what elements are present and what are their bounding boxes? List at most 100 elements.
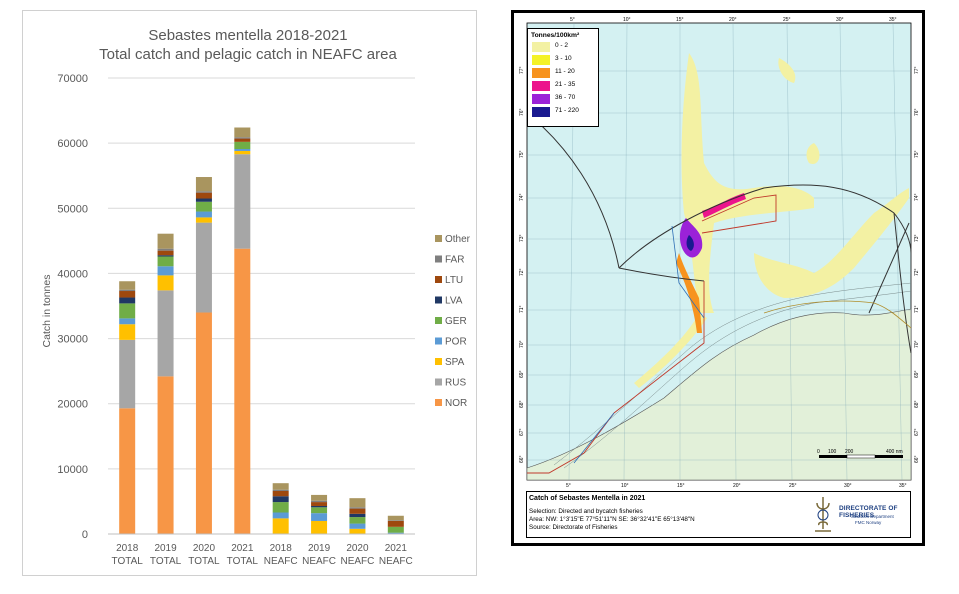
bar-segment-lva bbox=[157, 255, 174, 257]
bar-segment-lva bbox=[272, 496, 289, 503]
map-footer-title: Catch of Sebastes Mentella in 2021 bbox=[529, 495, 646, 502]
lat-label: 69° bbox=[914, 370, 920, 378]
lon-label: 30° bbox=[844, 483, 852, 489]
x-tick-year: 2020 bbox=[193, 543, 216, 554]
lon-label: 30° bbox=[836, 17, 844, 23]
map-legend-row: 36 - 70 bbox=[528, 93, 598, 106]
lat-label: 69° bbox=[519, 370, 525, 378]
bar-segment-nor bbox=[195, 312, 212, 534]
bar-segment-nor bbox=[119, 408, 136, 534]
x-tick-group: TOTAL bbox=[112, 556, 144, 567]
legend-label-other: Other bbox=[445, 234, 471, 245]
x-tick-group: NEAFC bbox=[264, 556, 298, 567]
map-footer-text: Catch of Sebastes Mentella in 2021 Selec… bbox=[529, 495, 809, 532]
y-tick-label: 10000 bbox=[57, 464, 88, 476]
lat-label: 74° bbox=[519, 193, 525, 201]
lon-label: 20° bbox=[733, 483, 741, 489]
x-tick-group: NEAFC bbox=[340, 556, 374, 567]
y-tick-label: 60000 bbox=[57, 138, 88, 150]
y-tick-label: 70000 bbox=[57, 73, 88, 85]
map-legend-label: 3 - 10 bbox=[555, 55, 572, 62]
legend-swatch-rus bbox=[435, 378, 442, 386]
lat-label: 68° bbox=[914, 400, 920, 408]
legend-label-ger: GER bbox=[445, 316, 467, 327]
map-footer-selection: Selection: Directed and bycatch fisherie… bbox=[529, 508, 643, 515]
scale-tick: 100 bbox=[828, 449, 837, 455]
map-legend-label: 0 - 2 bbox=[555, 42, 569, 49]
bar-segment-far bbox=[119, 289, 136, 292]
bar-segment-rus bbox=[195, 222, 212, 313]
scale-tick: 400 nm bbox=[886, 449, 903, 455]
trident-emblem-icon bbox=[815, 497, 831, 532]
lon-label: 5° bbox=[570, 17, 575, 23]
map-legend-row: 3 - 10 bbox=[528, 54, 598, 67]
x-tick-year: 2019 bbox=[308, 543, 331, 554]
map-legend-swatch bbox=[532, 68, 550, 78]
bar-segment-ger bbox=[387, 526, 404, 533]
legend-swatch-spa bbox=[435, 358, 442, 365]
lat-label: 75° bbox=[519, 150, 525, 158]
map-legend-row: 21 - 35 bbox=[528, 80, 598, 93]
legend-swatch-por bbox=[435, 337, 442, 345]
lat-label: 71° bbox=[519, 305, 525, 313]
scale-tick: 200 bbox=[845, 449, 854, 455]
lat-label: 76° bbox=[914, 108, 920, 116]
bar-segment-por bbox=[387, 532, 404, 534]
lat-label: 75° bbox=[914, 150, 920, 158]
legend-swatch-far bbox=[435, 255, 442, 263]
lat-label: 73° bbox=[519, 234, 525, 242]
bar-segment-other bbox=[311, 494, 328, 501]
map-legend-label: 11 - 20 bbox=[555, 68, 575, 75]
map-legend-swatch bbox=[532, 55, 550, 65]
lat-label: 70° bbox=[519, 340, 525, 348]
bar-segment-ger bbox=[311, 507, 328, 514]
chart-subtitle: Total catch and pelagic catch in NEAFC a… bbox=[99, 46, 397, 63]
legend-label-ltu: LTU bbox=[445, 275, 463, 286]
bar-segment-rus bbox=[234, 154, 251, 249]
map-legend-title: Tonnes/100km² bbox=[531, 32, 580, 39]
bar-segment-por bbox=[157, 266, 174, 276]
logo-dept: Statistics Department bbox=[851, 514, 894, 519]
y-tick-label: 50000 bbox=[57, 203, 88, 215]
x-tick-year: 2019 bbox=[154, 543, 177, 554]
bar-segment-other bbox=[119, 281, 136, 290]
x-tick-year: 2021 bbox=[385, 543, 408, 554]
legend-label-lva: LVA bbox=[445, 296, 463, 307]
lat-label: 76° bbox=[519, 108, 525, 116]
x-tick-group: NEAFC bbox=[302, 556, 336, 567]
map-legend-label: 21 - 35 bbox=[555, 81, 576, 88]
x-tick-year: 2018 bbox=[270, 543, 293, 554]
bar-segment-other bbox=[234, 127, 251, 138]
bar-segment-ltu bbox=[234, 138, 251, 142]
bar-segment-far bbox=[272, 489, 289, 492]
lat-label: 67° bbox=[914, 428, 920, 436]
map-legend: Tonnes/100km² 0 - 2 3 - 10 11 - 20 21 - 35 3… bbox=[527, 28, 599, 127]
bar-segment-nor bbox=[157, 376, 174, 534]
x-tick-group: TOTAL bbox=[227, 556, 259, 567]
map-legend-label: 71 - 220 bbox=[555, 107, 579, 114]
lat-label: 71° bbox=[914, 305, 920, 313]
lat-label: 66° bbox=[914, 455, 920, 463]
y-tick-label: 40000 bbox=[57, 268, 88, 280]
bar-segment-lva bbox=[119, 297, 136, 304]
bar-segment-nor bbox=[234, 248, 251, 534]
lon-label: 35° bbox=[889, 17, 897, 23]
x-tick-year: 2020 bbox=[346, 543, 369, 554]
lon-label: 25° bbox=[783, 17, 791, 23]
bar-segment-far bbox=[311, 500, 328, 503]
catch-map: 5° 10° 15° 20° 25° 30° 35° 5° 10° 15° 20… bbox=[519, 17, 920, 489]
x-tick-group: TOTAL bbox=[188, 556, 220, 567]
stacked-bar-chart: Sebastes mentella 2018-2021 Total catch … bbox=[41, 27, 471, 567]
y-tick-label: 30000 bbox=[57, 334, 88, 346]
bar-segment-ltu bbox=[195, 192, 212, 199]
bar-segment-ger bbox=[195, 201, 212, 212]
lat-label: 72° bbox=[519, 268, 525, 276]
lat-label: 67° bbox=[519, 428, 525, 436]
map-legend-swatch bbox=[532, 94, 550, 104]
bar-segment-spa bbox=[195, 217, 212, 223]
area-boundary-red bbox=[527, 194, 777, 474]
bar-segment-por bbox=[349, 523, 366, 529]
x-tick-year: 2018 bbox=[116, 543, 139, 554]
legend-swatch-nor bbox=[435, 399, 442, 406]
bar-segment-spa bbox=[272, 518, 289, 534]
